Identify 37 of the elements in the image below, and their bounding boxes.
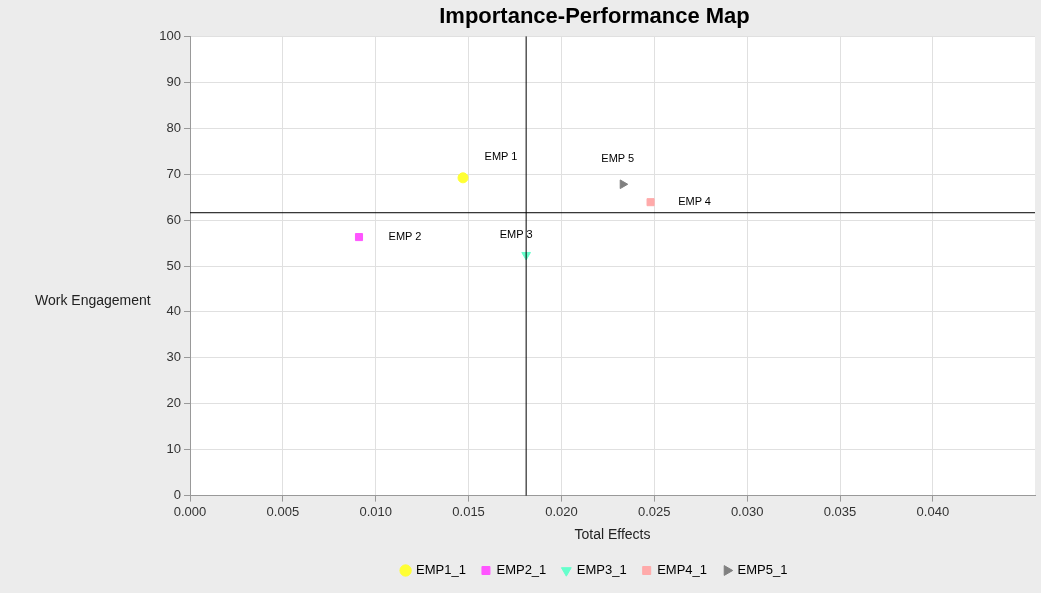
- x-tick-label: 0.000: [173, 503, 207, 519]
- x-tick-label: 0.015: [452, 503, 485, 519]
- y-tick-label: 10: [166, 441, 181, 457]
- x-tick-label: 0.040: [916, 503, 950, 519]
- chart-title: Importance-Performance Map: [439, 3, 750, 29]
- x-tick-label: 0.035: [823, 503, 857, 519]
- legend-label: EMP5_1: [737, 562, 788, 578]
- x-tick-label: 0.005: [266, 503, 300, 519]
- legend-label: EMP4_1: [657, 562, 708, 578]
- legend-label: EMP2_1: [496, 562, 547, 578]
- y-axis-title: Work Engagement: [35, 291, 151, 308]
- point: [354, 233, 364, 242]
- x-tick-label: 0.030: [730, 503, 764, 519]
- x-tick-label: 0.020: [545, 503, 578, 519]
- x-tick-label: 0.010: [359, 503, 392, 519]
- y-tick-label: 100: [159, 27, 181, 43]
- y-tick-label: 40: [166, 303, 181, 319]
- annotation: EMP 2: [388, 230, 422, 243]
- point: [646, 198, 655, 207]
- annotation: EMP 4: [678, 195, 711, 208]
- x-tick-label: 0.025: [638, 503, 671, 519]
- point: [457, 172, 469, 184]
- y-tick-label: 50: [166, 257, 181, 273]
- annotation: EMP 3: [499, 228, 533, 241]
- x-axis-title: Total Effects: [574, 526, 651, 543]
- y-tick-label: 30: [166, 349, 181, 365]
- point: [619, 179, 629, 190]
- y-tick-label: 0: [173, 487, 181, 503]
- y-tick-label: 80: [166, 119, 181, 135]
- annotation: EMP 5: [601, 152, 635, 165]
- legend-label: EMP3_1: [576, 562, 627, 578]
- y-tick-label: 60: [166, 211, 181, 227]
- y-tick-label: 20: [166, 395, 181, 411]
- legend-label: EMP1_1: [416, 562, 466, 578]
- y-tick-label: 70: [166, 165, 181, 181]
- y-tick-label: 90: [166, 73, 181, 89]
- annotation: EMP 1: [484, 149, 518, 162]
